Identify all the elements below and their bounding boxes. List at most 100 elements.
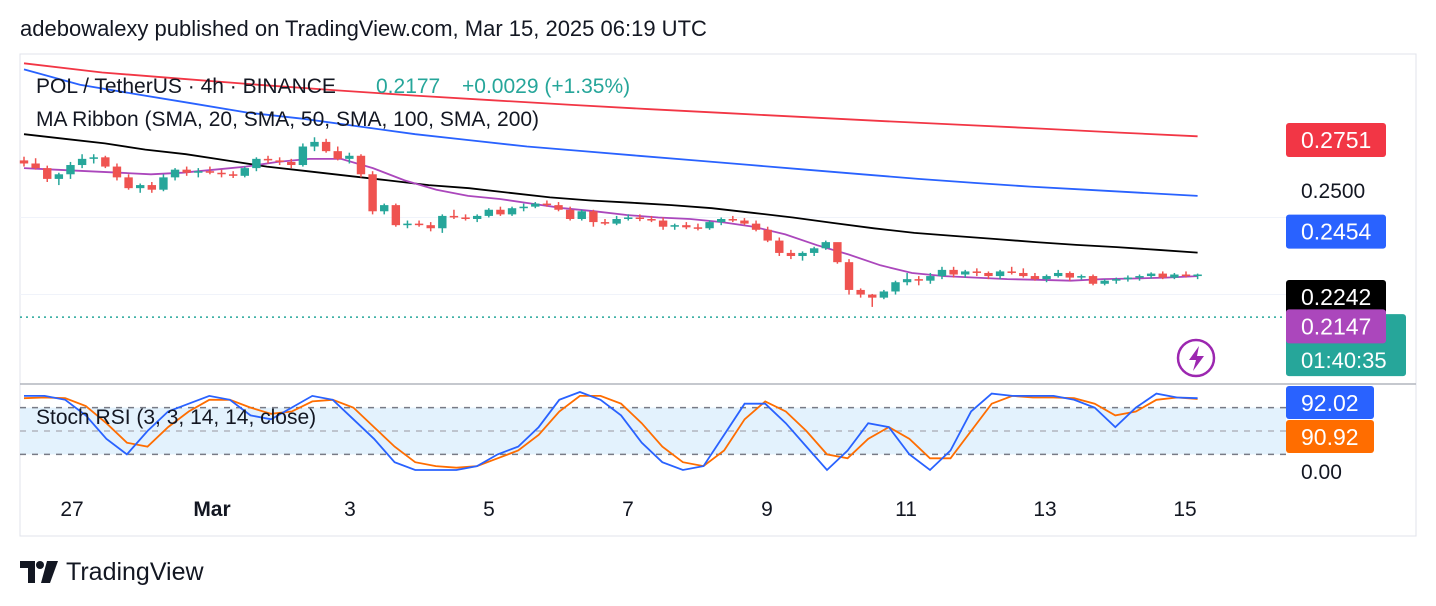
candle[interactable]: [380, 203, 389, 215]
candle[interactable]: [426, 222, 435, 232]
tradingview-logo[interactable]: TradingView: [20, 556, 204, 588]
candle[interactable]: [798, 251, 807, 261]
candle[interactable]: [287, 158, 296, 169]
candle[interactable]: [228, 171, 238, 178]
candle[interactable]: [356, 154, 366, 178]
candle[interactable]: [949, 266, 958, 278]
candle[interactable]: [647, 215, 656, 223]
candle[interactable]: [1019, 268, 1028, 278]
candle[interactable]: [54, 172, 64, 186]
candle[interactable]: [577, 209, 586, 221]
candle[interactable]: [240, 166, 249, 178]
candle[interactable]: [345, 152, 354, 164]
candle[interactable]: [147, 181, 157, 193]
candle[interactable]: [1065, 271, 1074, 281]
candle[interactable]: [1112, 277, 1121, 284]
candle[interactable]: [217, 169, 226, 178]
candle[interactable]: [740, 218, 749, 226]
candle[interactable]: [1170, 272, 1179, 280]
candle[interactable]: [565, 206, 575, 221]
candle[interactable]: [1077, 274, 1086, 280]
candle[interactable]: [519, 203, 528, 212]
candle[interactable]: [1135, 274, 1144, 281]
candle[interactable]: [995, 269, 1005, 280]
candle[interactable]: [124, 174, 133, 190]
candle[interactable]: [321, 138, 331, 153]
candle[interactable]: [136, 183, 145, 193]
candle[interactable]: [449, 209, 459, 219]
candle[interactable]: [961, 269, 970, 278]
candle[interactable]: [542, 200, 552, 207]
candle[interactable]: [902, 272, 912, 286]
candle[interactable]: [403, 220, 412, 229]
candle[interactable]: [868, 293, 877, 307]
candle[interactable]: [670, 223, 679, 230]
candle[interactable]: [926, 272, 935, 284]
candle[interactable]: [705, 220, 714, 230]
candle[interactable]: [833, 242, 842, 264]
candle[interactable]: [682, 222, 691, 230]
candle[interactable]: [775, 237, 784, 257]
candle[interactable]: [496, 206, 505, 216]
candle[interactable]: [298, 143, 308, 167]
candle[interactable]: [1053, 269, 1063, 278]
candle[interactable]: [170, 168, 180, 181]
candle[interactable]: [751, 220, 761, 232]
candle[interactable]: [263, 155, 273, 164]
candle[interactable]: [624, 214, 633, 221]
candle[interactable]: [89, 154, 98, 164]
candle[interactable]: [1181, 271, 1191, 278]
candle[interactable]: [484, 208, 493, 218]
candle[interactable]: [531, 202, 540, 209]
candle[interactable]: [1123, 275, 1133, 282]
candle[interactable]: [368, 171, 377, 215]
candle[interactable]: [984, 271, 993, 280]
candle[interactable]: [658, 217, 668, 230]
candle[interactable]: [879, 289, 889, 300]
candle[interactable]: [252, 157, 261, 172]
candle[interactable]: [275, 157, 284, 166]
candle[interactable]: [310, 137, 319, 152]
candle[interactable]: [159, 174, 168, 192]
candle[interactable]: [205, 166, 215, 175]
candle[interactable]: [809, 246, 819, 257]
candle[interactable]: [333, 146, 342, 161]
candle[interactable]: [1100, 279, 1109, 286]
candle[interactable]: [972, 268, 982, 277]
candle[interactable]: [635, 214, 645, 222]
alert-icon[interactable]: [1176, 338, 1216, 378]
candle[interactable]: [600, 219, 610, 226]
candle[interactable]: [937, 266, 947, 280]
candle[interactable]: [1146, 272, 1156, 279]
candle[interactable]: [19, 156, 29, 167]
candle[interactable]: [856, 288, 865, 298]
candle[interactable]: [728, 215, 738, 223]
candle[interactable]: [472, 214, 482, 223]
candle[interactable]: [589, 209, 598, 227]
candle[interactable]: [914, 276, 923, 286]
candle[interactable]: [66, 161, 75, 179]
candle[interactable]: [43, 165, 52, 182]
candle[interactable]: [391, 203, 401, 227]
candle[interactable]: [554, 202, 563, 212]
candle[interactable]: [1030, 272, 1040, 281]
candle[interactable]: [612, 215, 621, 226]
candle[interactable]: [31, 158, 40, 170]
candle[interactable]: [891, 280, 900, 295]
candle[interactable]: [844, 259, 854, 295]
candle[interactable]: [507, 206, 517, 216]
candle[interactable]: [182, 166, 191, 176]
candle[interactable]: [461, 214, 470, 221]
candle[interactable]: [1088, 274, 1098, 286]
candle[interactable]: [717, 217, 726, 226]
candle[interactable]: [693, 223, 703, 231]
candle[interactable]: [112, 163, 122, 181]
candle[interactable]: [438, 214, 447, 233]
candle[interactable]: [1007, 266, 1016, 275]
candle[interactable]: [1193, 273, 1202, 280]
candle[interactable]: [414, 220, 424, 227]
candle[interactable]: [77, 154, 87, 169]
candle[interactable]: [763, 226, 772, 243]
candle[interactable]: [821, 240, 830, 250]
candle[interactable]: [101, 155, 110, 169]
